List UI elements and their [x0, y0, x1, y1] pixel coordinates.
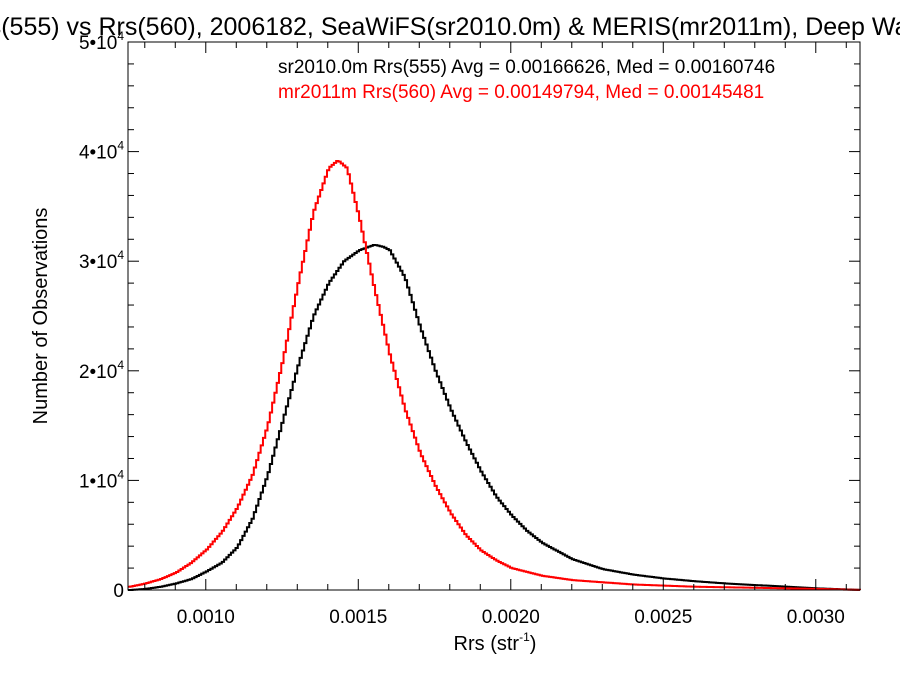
plot-frame	[127, 41, 861, 591]
x-axis-title: Rrs (str-1)	[454, 630, 537, 655]
y-tick-label: 3•104	[79, 248, 124, 273]
legend-item-seawifs: sr2010.0m Rrs(555) Avg = 0.00166626, Med…	[278, 57, 775, 78]
y-tick-label: 1•104	[79, 467, 124, 492]
series-line-0	[128, 244, 861, 591]
x-axis-title-text: Rrs (str	[454, 633, 520, 655]
y-tick-label: 5•104	[79, 29, 124, 54]
y-tick-label: 2•104	[79, 358, 124, 383]
series-line-1	[128, 160, 861, 591]
legend-item-meris: mr2011m Rrs(560) Avg = 0.00149794, Med =…	[278, 82, 764, 103]
x-tick-label: 0.0010	[177, 607, 235, 628]
y-axis: 0 1•104 2•104 3•104 4•104 5•104	[79, 29, 860, 602]
x-tick-label: 0.0030	[787, 607, 845, 628]
x-tick-label: 0.0015	[329, 607, 387, 628]
x-axis-title-close: )	[530, 633, 537, 655]
x-tick-label: 0.0025	[634, 607, 692, 628]
y-tick-label: 4•104	[79, 139, 124, 164]
chart-title: Rrs(555) vs Rrs(560), 2006182, SeaWiFS(s…	[0, 13, 900, 41]
x-axis-title-unit-exp: -1	[519, 630, 530, 644]
y-tick-label: 0	[113, 581, 124, 602]
legend: sr2010.0m Rrs(555) Avg = 0.00166626, Med…	[278, 57, 775, 103]
x-tick-label: 0.0020	[482, 607, 540, 628]
y-axis-title: Number of Observations	[30, 208, 52, 425]
series-layer	[128, 160, 861, 591]
x-axis: 0.0010 0.0015 0.0020 0.0025 0.0030	[144, 42, 847, 628]
